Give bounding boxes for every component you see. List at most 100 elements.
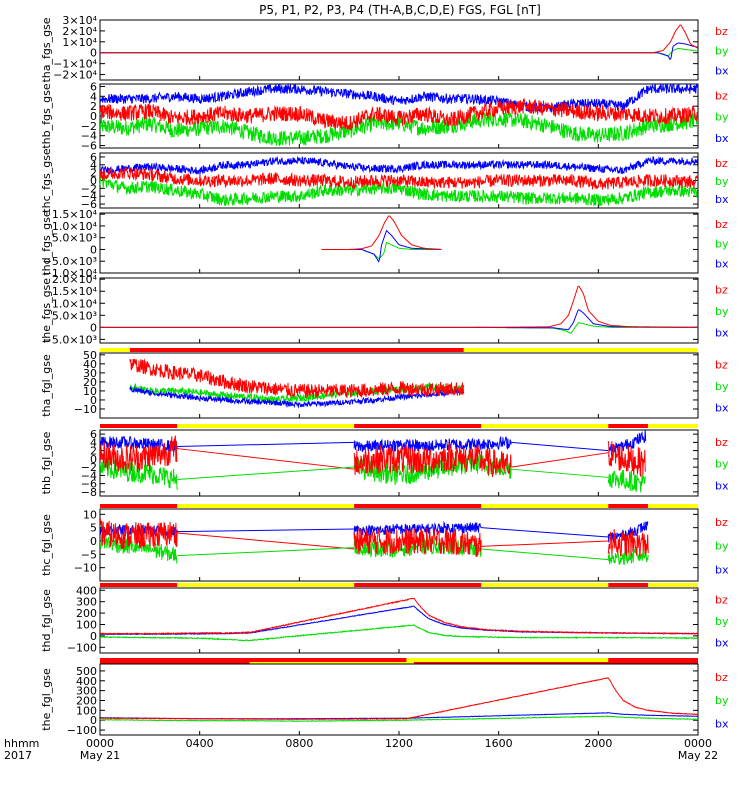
y-tick-label: 2 (90, 100, 97, 113)
y-tick-label: 4 (90, 436, 97, 449)
y-tick-label: 300 (76, 596, 97, 609)
y-tick-label: 0 (90, 321, 97, 334)
legend-by: by (715, 305, 729, 318)
y-tick-label: −4 (81, 190, 97, 203)
y-tick-label: 50 (83, 349, 97, 362)
mode-bar-segment (608, 583, 649, 587)
x-tick-label: 0400 (186, 737, 214, 750)
y-tick-label: 5.0×10³ (52, 232, 97, 245)
legend-bz: bz (715, 25, 728, 38)
series-bz-line (607, 441, 647, 477)
y-tick-label: −2×10⁴ (53, 69, 97, 82)
series-bx-line (100, 155, 698, 176)
series-bz-line (100, 518, 178, 550)
y-tick-label: 0 (90, 243, 97, 256)
y-tick-label: 500 (76, 665, 97, 678)
legend-bz: bz (715, 516, 728, 529)
y-tick-label: 0 (90, 453, 97, 466)
y-tick-label: −10 (74, 403, 97, 416)
y-tick-label: −5.0×10³ (43, 333, 97, 346)
y-tick-label: 1.5×10⁴ (52, 285, 98, 298)
legend-bx: bx (715, 132, 729, 145)
y-tick-label: −2 (81, 120, 97, 133)
y-tick-label: −100 (67, 641, 97, 654)
chart-title: P5, P1, P2, P3, P4 (TH-A,B,C,D,E) FGS, F… (259, 3, 541, 17)
y-tick-label: 0 (90, 110, 97, 123)
series-group (100, 677, 698, 723)
panel-frame (99, 663, 699, 736)
y-tick-label: −1.0×10⁴ (43, 267, 98, 280)
series-by-gap-line (511, 468, 609, 478)
series-bx-line (353, 520, 482, 537)
mode-bar-segment (100, 504, 178, 508)
series-group (100, 24, 698, 61)
series-by-gap-line (177, 466, 355, 480)
y-tick-label: 400 (76, 584, 97, 597)
legend-by: by (715, 380, 729, 393)
y-tick-label: 4 (90, 159, 97, 172)
x-axis-unit-label: hhmm (4, 737, 39, 750)
mode-bar-segment (100, 348, 130, 352)
y-axis-label: thd_fgs_gse (40, 210, 53, 276)
series-by-line (129, 382, 465, 405)
series-bx-line (100, 42, 698, 61)
legend-bz: bz (715, 157, 728, 170)
y-tick-label: 2×10⁴ (62, 25, 97, 38)
series-bz-line (100, 285, 698, 328)
x-tick-date: May 22 (678, 749, 718, 762)
y-tick-label: 100 (76, 704, 97, 717)
panel-frame (99, 19, 699, 81)
y-axis-label: thb_fgs_gse (40, 83, 53, 149)
series-bz-line (353, 442, 512, 478)
panel-frame (99, 587, 699, 654)
y-tick-label: 0 (90, 535, 97, 548)
mode-bar-segment (608, 424, 649, 428)
y-axis-label: the_fgs_gse (40, 278, 53, 343)
legend-bx: bx (715, 327, 729, 340)
legend-by: by (715, 238, 729, 251)
legend-bx: bx (715, 257, 729, 270)
series-bz-gap-line (511, 452, 609, 468)
y-tick-label: −8 (81, 486, 97, 499)
series-bx-gap-line (177, 528, 355, 533)
mode-bar-segment (177, 504, 355, 508)
y-tick-label: 10 (83, 385, 97, 398)
mode-bar-segment (481, 424, 609, 428)
y-tick-label: 30 (83, 367, 97, 380)
mode-bar-segment (608, 658, 698, 662)
y-tick-label: −6 (81, 140, 97, 153)
panel-frame (99, 277, 699, 344)
legend-bx: bx (715, 479, 729, 492)
y-tick-label: −2 (81, 461, 97, 474)
y-tick-label: 1×10⁴ (62, 36, 97, 49)
y-tick-label: −5 (81, 548, 97, 561)
mode-bar-segment (481, 583, 609, 587)
legend-bx: bx (715, 637, 729, 650)
legend-by: by (715, 111, 729, 124)
legend-bz: bz (715, 671, 728, 684)
legend-bz: bz (715, 218, 728, 231)
series-by-line (607, 547, 649, 566)
mode-bar-segment (463, 348, 698, 352)
mode-bar-segment (100, 658, 407, 662)
legend-bx: bx (715, 193, 729, 206)
series-bz-line (100, 435, 178, 473)
legend-bx: bx (715, 402, 729, 415)
mode-bar-segment (648, 424, 698, 428)
y-tick-label: −4 (81, 469, 97, 482)
series-bz-line (100, 167, 698, 190)
y-tick-label: −2 (81, 182, 97, 195)
legend-by: by (715, 458, 729, 471)
y-tick-label: 6 (90, 80, 97, 93)
series-bx-line (100, 309, 698, 331)
y-axis-label: the_fgl_gse (40, 668, 53, 731)
y-tick-label: 2.0×10⁴ (52, 273, 98, 286)
series-bx-gap-line (511, 441, 609, 452)
series-group (129, 358, 465, 409)
y-tick-label: 2 (90, 445, 97, 458)
